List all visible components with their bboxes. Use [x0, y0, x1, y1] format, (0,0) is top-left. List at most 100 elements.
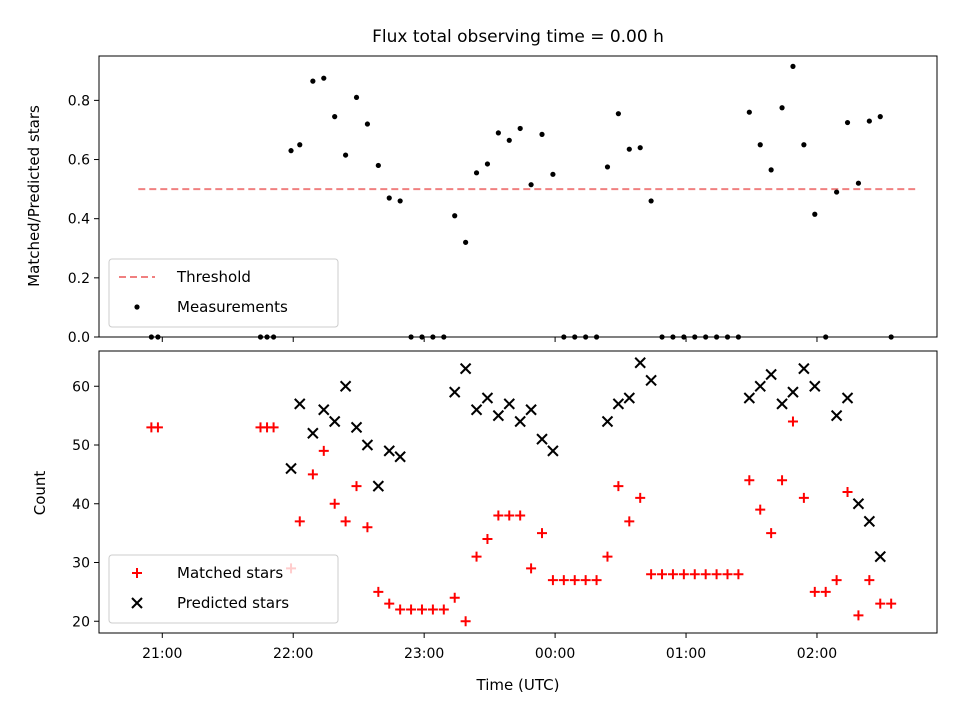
- predicted-star-point: [765, 368, 777, 381]
- legend-frame: [108, 554, 339, 624]
- predicted-star-stroke: [350, 421, 363, 434]
- bottom-tick-group: 20 30 40 50 60 21:00 22:00 23:00 00:00 01:00 02:00: [72, 379, 837, 662]
- predicted-star-stroke: [754, 380, 766, 392]
- measurement-point: [517, 125, 523, 132]
- measurement-point: [288, 148, 294, 154]
- predicted-star-point: [776, 398, 788, 410]
- matched-star-point: [678, 569, 689, 580]
- predicted-star-point: [547, 445, 559, 457]
- predicted-star-stroke: [645, 374, 657, 387]
- y-tick-label: 40: [72, 497, 90, 513]
- matched-star-point: [504, 510, 515, 521]
- matched-star-point: [340, 516, 351, 527]
- predicted-star-stroke: [339, 380, 352, 392]
- matched-star-point: [744, 475, 755, 486]
- bottom-panel: Count Time (UTC) 20 30 40 50 60 21:00 22:00 23:…: [31, 350, 938, 694]
- matched-star-point: [831, 575, 842, 586]
- bottom-y-axis-label: Count: [31, 471, 49, 516]
- predicted-star-stroke: [536, 433, 548, 445]
- predicted-star-stroke: [863, 515, 876, 528]
- predicted-star-stroke: [841, 392, 854, 404]
- predicted-star-stroke: [361, 439, 374, 451]
- legend-label: Measurements: [177, 298, 288, 316]
- matched-star-point: [613, 481, 624, 492]
- matched-star-point: [886, 598, 897, 609]
- matched-star-point: [657, 569, 668, 580]
- predicted-star-point: [841, 392, 854, 404]
- predicted-star-point: [612, 398, 625, 410]
- predicted-star-stroke: [470, 404, 483, 416]
- predicted-star-point: [285, 462, 297, 475]
- measurement-point: [550, 171, 556, 177]
- matched-star-point: [635, 492, 646, 503]
- matched-star-point: [493, 510, 504, 521]
- measurement-point: [375, 162, 381, 169]
- predicted-star-point: [809, 380, 821, 392]
- matched-star-point: [711, 569, 722, 580]
- predicted-star-point: [318, 404, 330, 416]
- matched-star-point: [152, 422, 163, 433]
- measurement-point: [801, 142, 807, 148]
- measurement-point: [473, 170, 480, 176]
- matched-star-point: [853, 610, 864, 621]
- predicted-star-point: [361, 439, 374, 451]
- top-legend: Threshold Measurements: [108, 258, 339, 328]
- predicted-star-point: [350, 421, 363, 434]
- measurement-point: [855, 180, 862, 186]
- matched-star-point: [798, 492, 809, 503]
- matched-star-point: [766, 528, 777, 539]
- matched-star-point: [580, 575, 591, 586]
- predicted-star-stroke: [514, 415, 526, 428]
- measurement-point: [528, 182, 534, 188]
- predicted-star-point: [863, 515, 876, 528]
- predicted-star-stroke: [294, 398, 306, 410]
- matched-star-point: [471, 551, 482, 562]
- predicted-star-stroke: [623, 392, 636, 404]
- x-tick-label: 23:00: [404, 646, 444, 662]
- x-tick-label: 22:00: [273, 646, 313, 662]
- legend-matched-swatch: [132, 568, 142, 578]
- measurement-point: [463, 239, 469, 245]
- matched-star-point: [268, 422, 279, 433]
- predicted-star-point: [339, 380, 352, 392]
- matched-star-point: [406, 604, 417, 615]
- measurement-point: [746, 109, 752, 115]
- matched-star-point: [395, 604, 406, 615]
- predicted-star-stroke: [328, 415, 341, 428]
- predicted-star-stroke: [830, 409, 843, 422]
- measurement-point: [626, 146, 632, 152]
- measurement-point: [386, 195, 392, 201]
- predicted-star-point: [307, 427, 319, 439]
- matched-star-point: [624, 516, 635, 527]
- bottom-mark-group: [146, 357, 897, 627]
- matched-star-point: [777, 475, 788, 486]
- predicted-star-stroke: [776, 398, 788, 410]
- top-mark-group: [138, 63, 916, 340]
- matched-star-point: [294, 516, 305, 527]
- predicted-star-stroke: [787, 386, 799, 398]
- predicted-star-point: [634, 357, 646, 369]
- predicted-star-point: [394, 451, 406, 463]
- predicted-star-point: [536, 433, 548, 445]
- measurement-point: [452, 213, 458, 219]
- measurement-point: [834, 189, 840, 195]
- x-tick-label: 01:00: [666, 646, 706, 662]
- matched-star-point: [667, 569, 678, 580]
- matched-star-point: [733, 569, 744, 580]
- measurement-point: [310, 78, 316, 84]
- predicted-star-point: [481, 392, 494, 404]
- x-tick-label: 21:00: [142, 646, 182, 662]
- predicted-star-stroke: [383, 445, 395, 457]
- bottom-axis-frame: [98, 350, 938, 634]
- matched-star-point: [569, 575, 580, 586]
- predicted-star-point: [470, 404, 483, 416]
- predicted-star-point: [645, 374, 657, 387]
- x-tick-label: 02:00: [797, 646, 837, 662]
- matched-star-point: [602, 551, 613, 562]
- measurement-point: [757, 142, 763, 148]
- matched-star-point: [547, 575, 558, 586]
- matched-star-point: [558, 575, 569, 586]
- matched-star-point: [318, 445, 329, 456]
- predicted-star-stroke: [612, 398, 625, 410]
- predicted-star-point: [383, 445, 395, 457]
